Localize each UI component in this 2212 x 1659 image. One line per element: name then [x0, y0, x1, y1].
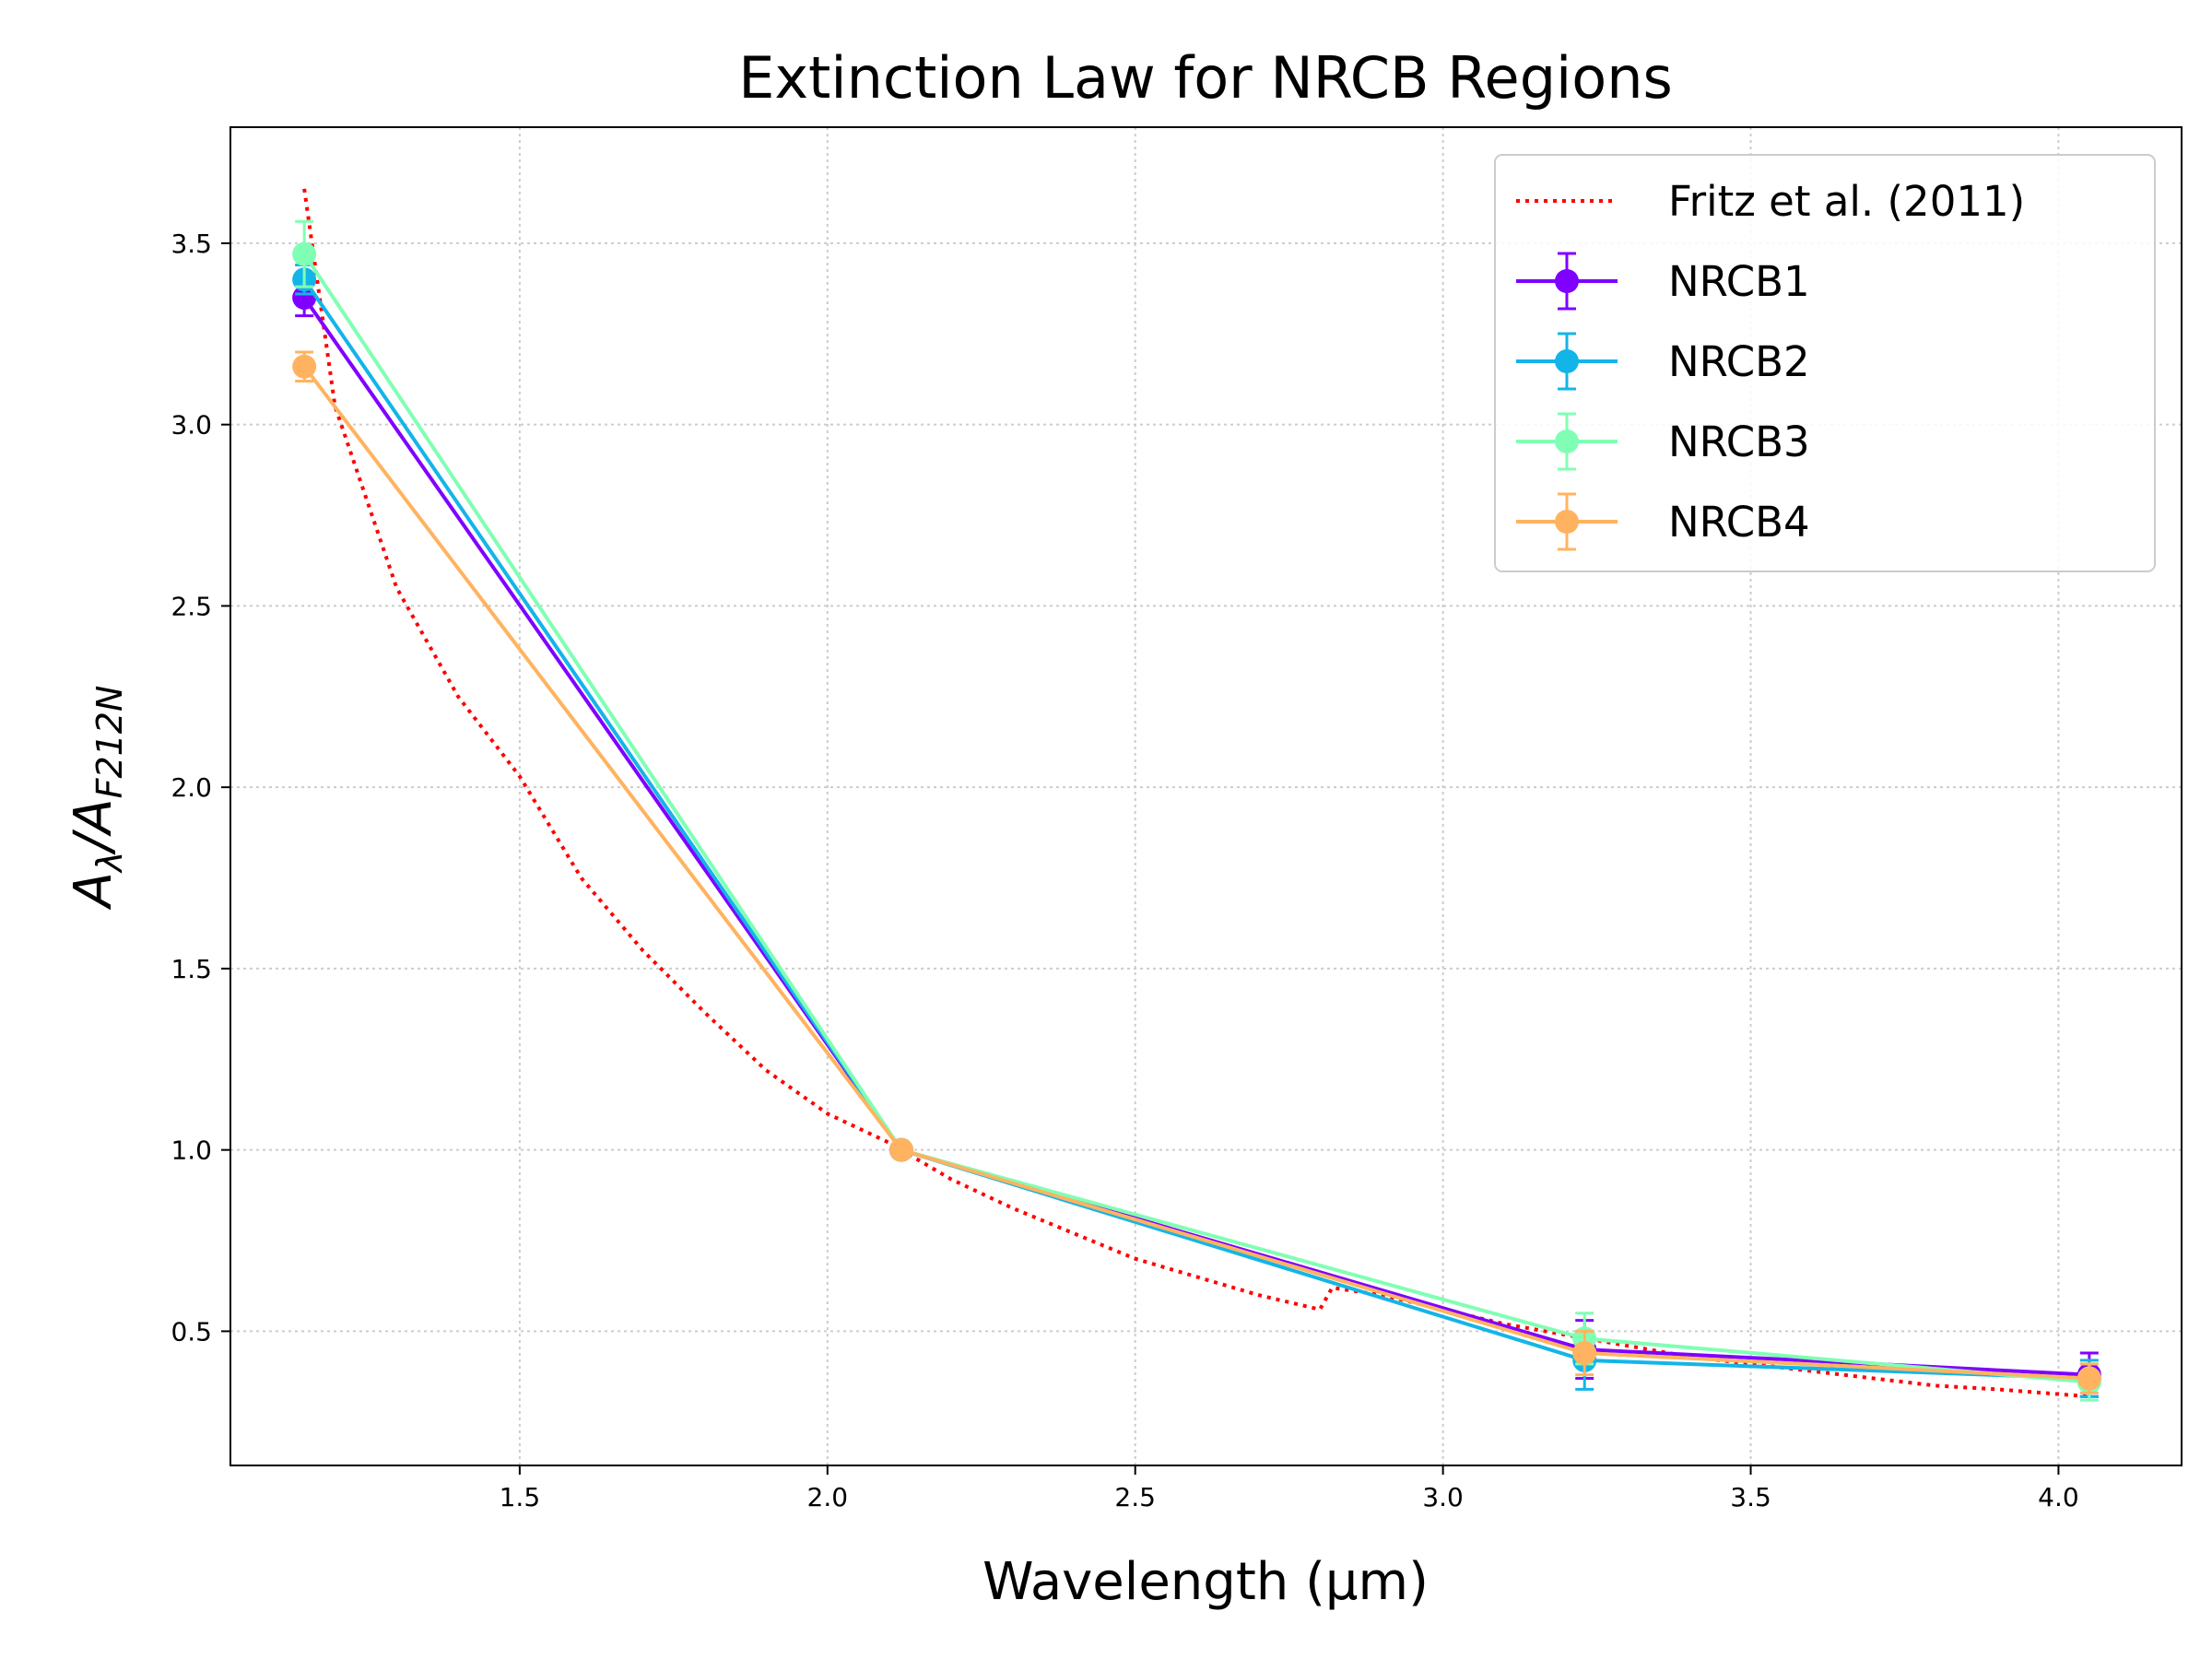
nrcb4-point	[2077, 1366, 2101, 1391]
legend-label-nrcb3: NRCB3	[1668, 418, 1810, 466]
legend-marker-nrcb3	[1555, 429, 1579, 453]
x-tick-label: 4.0	[2038, 1482, 2079, 1512]
legend-label-nrcb4: NRCB4	[1668, 498, 1810, 547]
nrcb2-line	[302, 278, 2089, 1381]
y-tick-label: 2.5	[171, 591, 212, 621]
fritz-2011-curve	[302, 188, 2089, 1399]
x-tick-label: 2.0	[807, 1482, 849, 1512]
reference-curve	[302, 188, 2089, 1399]
y-tick-label: 3.0	[171, 410, 212, 441]
x-tick-label: 2.5	[1114, 1482, 1156, 1512]
y-tick-label: 0.5	[171, 1316, 212, 1347]
nrcb4-point	[1572, 1341, 1597, 1366]
y-label-base2: A	[64, 798, 124, 836]
x-axis-label: Wavelength (μm)	[982, 1552, 1429, 1612]
nrcb4-point	[888, 1137, 913, 1162]
y-tick-label: 3.5	[171, 229, 212, 259]
y-tick-label: 1.5	[171, 954, 212, 984]
nrcb1-point	[292, 285, 317, 310]
legend-box	[1494, 154, 2156, 572]
y-tick-label: 2.0	[171, 772, 212, 803]
nrcb4-point	[292, 354, 317, 379]
legend-label-fritz: Fritz et al. (2011)	[1668, 177, 2025, 226]
y-axis-ticks: 0.5 1.0 1.5 2.0 2.5 3.0 3.5	[171, 229, 230, 1347]
nrcb4-line	[302, 365, 2089, 1381]
series-group	[292, 219, 2101, 1402]
chart-title: Extinction Law for NRCB Regions	[738, 44, 1673, 112]
legend-series: NRCB1 NRCB2 NRCB3 NRCB4	[1516, 252, 1810, 551]
legend-label-nrcb1: NRCB1	[1668, 257, 1810, 306]
x-tick-label: 3.0	[1422, 1482, 1464, 1512]
legend-marker-nrcb1	[1555, 269, 1579, 293]
series-nrcb4	[292, 350, 2101, 1394]
y-label-sub1: λ	[89, 852, 130, 875]
plot-frame	[229, 126, 2183, 1466]
x-axis-ticks: 1.5 2.0 2.5 3.0 3.5 4.0	[500, 1465, 2079, 1512]
x-tick-label: 3.5	[1730, 1482, 1771, 1512]
y-tick-label: 1.0	[171, 1135, 212, 1166]
legend: Fritz et al. (2011) NRCB1 NRCB2 NRCB3 NRCB4	[1494, 154, 2156, 572]
y-label-base: A	[64, 872, 124, 910]
legend-marker-nrcb2	[1555, 349, 1579, 373]
x-tick-label: 1.5	[500, 1482, 541, 1512]
legend-label-nrcb2: NRCB2	[1668, 337, 1810, 386]
y-axis-label: Aλ/AF212N	[64, 686, 130, 911]
nrcb3-line	[302, 253, 2089, 1384]
grid	[230, 127, 2182, 1465]
legend-marker-nrcb4	[1555, 510, 1579, 534]
nrcb3-point	[292, 241, 317, 266]
y-label-sub2: F212N	[89, 686, 130, 799]
